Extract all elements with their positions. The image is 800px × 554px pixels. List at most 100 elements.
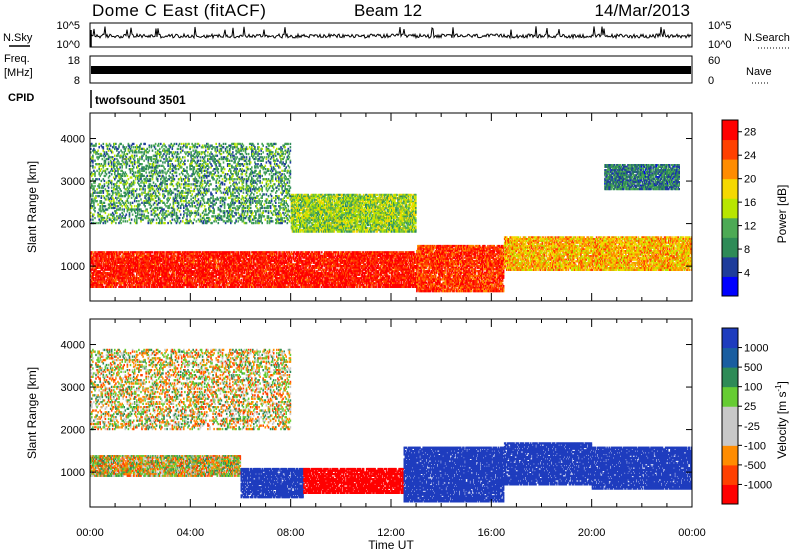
heatmap-cell: [127, 270, 130, 273]
heatmap-cell: [94, 254, 96, 257]
heatmap-cell: [142, 256, 144, 259]
heatmap-cell: [120, 283, 122, 287]
heatmap-cell: [144, 283, 146, 287]
heatmap-cell: [132, 280, 135, 283]
heatmap-cell: [96, 265, 98, 268]
heatmap-cell: [137, 278, 139, 282]
heatmap-cell: [113, 256, 115, 259]
heatmap-cell: [144, 273, 146, 276]
heatmap-cell: [121, 285, 123, 288]
heatmap-cell: [111, 266, 114, 269]
heatmap-cell: [127, 275, 130, 278]
heatmap-cell: [128, 278, 131, 282]
heatmap-cell: [102, 266, 105, 269]
heatmap-cell: [139, 251, 141, 254]
heatmap-cell: [127, 268, 130, 271]
heatmap-cell: [111, 263, 114, 266]
heatmap-cell: [140, 273, 142, 276]
heatmap-cell: [137, 277, 139, 280]
heatmap-cell: [110, 266, 113, 269]
heatmap-cell: [95, 251, 97, 254]
heatmap-cell: [109, 282, 112, 285]
heatmap-cell: [97, 258, 99, 261]
heatmap-cell: [91, 275, 93, 278]
heatmap-cell: [126, 251, 129, 254]
heatmap-cell: [144, 256, 146, 259]
heatmap-cell: [141, 266, 143, 269]
heatmap-cell: [142, 258, 144, 261]
heatmap-cell: [147, 285, 150, 288]
heatmap-cell: [120, 278, 122, 282]
heatmap-cell: [125, 256, 128, 259]
heatmap-cell: [114, 251, 116, 254]
heatmap-cell: [111, 285, 114, 288]
heatmap-cell: [95, 278, 97, 282]
heatmap-cell: [93, 273, 95, 276]
heatmap-cell: [110, 253, 113, 256]
heatmap-cell: [147, 280, 150, 283]
heatmap-cell: [127, 261, 130, 264]
heatmap-cell: [132, 268, 135, 271]
heatmap-cell: [102, 280, 105, 283]
heatmap-cell: [145, 266, 147, 269]
heatmap-cell: [93, 256, 95, 259]
heatmap-cell: [141, 278, 143, 282]
heatmap-cell: [136, 253, 138, 256]
heatmap-cell: [116, 275, 118, 278]
heatmap-cell: [110, 273, 113, 276]
heatmap-cell: [109, 266, 112, 269]
heatmap-cell: [97, 270, 99, 273]
heatmap-cell: [107, 258, 110, 261]
heatmap-cell: [139, 282, 141, 285]
heatmap-cell: [104, 258, 107, 261]
heatmap-cell: [103, 253, 106, 256]
heatmap-cell: [136, 273, 138, 276]
heatmap-cell: [95, 282, 97, 285]
heatmap-cell: [128, 270, 131, 273]
heatmap-cell: [107, 282, 110, 285]
heatmap-cell: [99, 285, 101, 288]
heatmap-cell: [105, 285, 108, 288]
heatmap-cell: [125, 275, 128, 278]
heatmap-cell: [95, 268, 97, 271]
heatmap-cell: [100, 282, 103, 285]
heatmap-cell: [120, 273, 122, 276]
heatmap-cell: [104, 265, 107, 268]
heatmap-cell: [121, 273, 123, 276]
heatmap-cell: [102, 271, 105, 275]
heatmap-cell: [127, 256, 130, 259]
heatmap-cell: [120, 268, 122, 271]
heatmap-cell: [143, 280, 145, 283]
heatmap-cell: [120, 265, 122, 268]
heatmap-cell: [141, 259, 143, 263]
heatmap-cell: [129, 263, 132, 266]
heatmap-cell: [106, 251, 109, 254]
heatmap-cell: [134, 280, 137, 283]
heatmap-cell: [92, 259, 94, 263]
heatmap-cell: [92, 273, 94, 276]
heatmap-cell: [124, 282, 127, 285]
heatmap-cell: [109, 263, 112, 266]
heatmap-cell: [93, 277, 95, 280]
freq-label: Freq.: [4, 53, 30, 65]
heatmap-cell: [124, 280, 127, 283]
heatmap-cell: [122, 271, 124, 275]
heatmap-cell: [136, 254, 138, 257]
heatmap-cell: [125, 277, 128, 280]
heatmap-cell: [110, 282, 113, 285]
heatmap-cell: [96, 263, 98, 266]
heatmap-cell: [110, 259, 113, 263]
heatmap-cell: [131, 275, 134, 278]
heatmap-cell: [136, 282, 138, 285]
heatmap-cell: [130, 282, 133, 285]
heatmap-cell: [119, 275, 121, 278]
heatmap-cell: [109, 275, 112, 278]
heatmap-cell: [104, 263, 107, 266]
heatmap-cell: [127, 271, 130, 275]
heatmap-cell: [100, 278, 103, 282]
heatmap-cell: [105, 258, 108, 261]
heatmap-cell: [122, 254, 124, 257]
heatmap-cell: [143, 266, 145, 269]
heatmap-cell: [127, 254, 130, 257]
